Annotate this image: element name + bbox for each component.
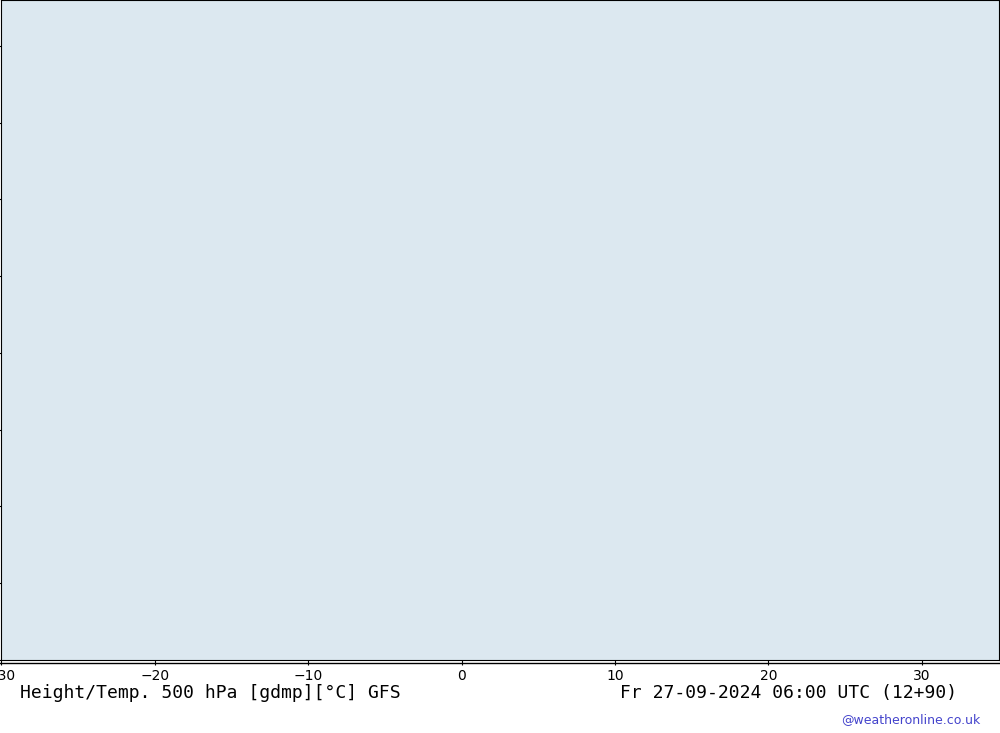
Text: @weatheronline.co.uk: @weatheronline.co.uk (841, 712, 980, 726)
Text: Fr 27-09-2024 06:00 UTC (12+90): Fr 27-09-2024 06:00 UTC (12+90) (620, 684, 957, 701)
Text: Height/Temp. 500 hPa [gdmp][°C] GFS: Height/Temp. 500 hPa [gdmp][°C] GFS (20, 684, 401, 701)
